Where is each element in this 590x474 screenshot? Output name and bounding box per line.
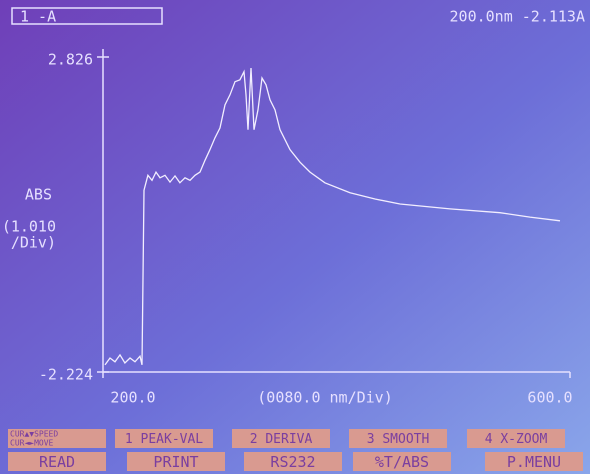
softkey[interactable]: RS232 — [244, 452, 342, 471]
y-axis-label: /Div) — [11, 234, 56, 252]
softkey-face — [232, 429, 330, 448]
y-tick-label: -2.224 — [39, 366, 93, 384]
softkey-label: PRINT — [153, 453, 198, 471]
y-axis-label: ABS — [25, 186, 52, 204]
softkey-face — [244, 452, 342, 471]
softkey[interactable]: 3 SMOOTH — [349, 429, 447, 448]
softkey-label: READ — [39, 453, 75, 471]
softkey[interactable]: PRINT — [127, 452, 225, 471]
x-axis-label: (0080.0 nm/Div) — [257, 389, 392, 407]
y-axis-label: (1.010 — [2, 218, 56, 236]
softkey-face — [8, 429, 106, 448]
y-tick-label: 2.826 — [48, 51, 93, 69]
softkey-face — [8, 452, 106, 471]
softkey-label: %T/ABS — [375, 453, 429, 471]
softkey-face — [127, 452, 225, 471]
softkey-label: CUR▲▼SPEED — [10, 430, 58, 439]
softkey-label: P.MENU — [507, 453, 561, 471]
softkey[interactable]: 1 PEAK-VAL — [115, 429, 213, 448]
plot: -2.224 2.826 200.0 600.0 (0080.0 nm/Div) ABS (… — [2, 49, 573, 407]
softkey-label: 1 PEAK-VAL — [125, 432, 203, 447]
softkey-face — [353, 452, 451, 471]
softkey-face — [115, 429, 213, 448]
x-tick-label: 200.0 — [110, 389, 155, 407]
softkey[interactable]: READ — [8, 452, 106, 471]
softkey-label: CUR◄►MOVE — [10, 439, 54, 448]
channel-label: 1 -A — [20, 8, 56, 26]
softkey-label: 3 SMOOTH — [367, 432, 430, 447]
softkey[interactable]: 2 DERIVA — [232, 429, 330, 448]
cursor-readout: 200.0nm -2.113A — [450, 8, 585, 26]
softkey[interactable]: P.MENU — [485, 452, 583, 471]
softkey[interactable]: 4 X-ZOOM — [467, 429, 565, 448]
softkey-label: 4 X-ZOOM — [485, 432, 548, 447]
softkey-face — [467, 429, 565, 448]
softkey-label: 2 DERIVA — [250, 432, 313, 447]
softkey[interactable]: %T/ABS — [353, 452, 451, 471]
softkey-face — [349, 429, 447, 448]
softkey-face — [485, 452, 583, 471]
softkey-label: RS232 — [270, 453, 315, 471]
channel-box — [11, 7, 163, 25]
x-tick-label: 600.0 — [527, 389, 572, 407]
spectrum-line — [104, 67, 561, 366]
